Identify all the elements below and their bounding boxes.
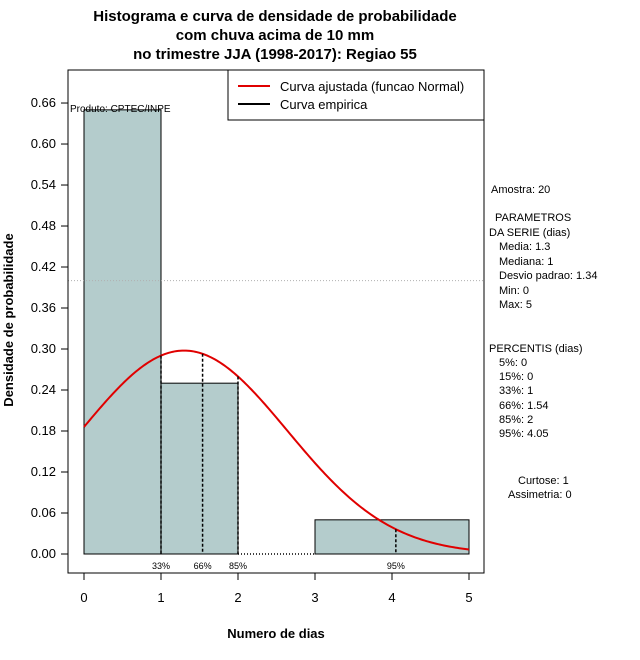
y-axis-title: Densidade de probabilidade	[1, 233, 16, 406]
y-tick-label: 0.54	[31, 177, 56, 192]
histogram-bars	[83, 109, 470, 555]
percentile-label: 33%	[152, 561, 170, 571]
y-tick-label: 0.48	[31, 218, 56, 233]
info-desvio: Desvio padrao: 1.34	[499, 270, 597, 282]
y-tick-label: 0.42	[31, 259, 56, 274]
fitted-normal-curve	[83, 349, 470, 551]
info-panel: Amostra: 20 PARAMETROS DA SERIE (dias) M…	[489, 184, 597, 501]
info-min: Min: 0	[499, 285, 529, 297]
y-tick-label: 0.06	[31, 505, 56, 520]
info-p33: 33%: 1	[499, 385, 533, 397]
y-tick-label: 0.60	[31, 136, 56, 151]
x-tick-label: 5	[465, 590, 472, 605]
info-p66: 66%: 1.54	[499, 400, 549, 412]
y-tick-label: 0.24	[31, 382, 56, 397]
chart-title-line-1: Histograma e curva de densidade de proba…	[93, 8, 456, 25]
legend-fitted-label: Curva ajustada (funcao Normal)	[280, 79, 464, 94]
info-p95: 95%: 4.05	[499, 428, 549, 440]
info-params-title-2: DA SERIE (dias)	[489, 227, 570, 239]
x-axis: 0 1 2 3 4 5	[80, 573, 473, 605]
histogram-bar	[83, 109, 162, 555]
chart-title-line-2: com chuva acima de 10 mm	[176, 27, 374, 44]
x-tick-label: 0	[80, 590, 87, 605]
y-tick-label: 0.30	[31, 341, 56, 356]
chart-title-line-3: no trimestre JJA (1998-2017): Regiao 55	[133, 46, 417, 63]
y-tick-label: 0.00	[31, 546, 56, 561]
percentile-markers: 33% 66% 85% 95%	[152, 353, 405, 571]
info-percentis-title: PERCENTIS (dias)	[489, 343, 583, 355]
legend-box	[227, 69, 485, 121]
x-tick-label: 2	[234, 590, 241, 605]
y-axis: 0.00 0.06 0.12 0.18 0.24 0.30 0.36 0.42 0.48 0.54…	[31, 95, 68, 561]
info-p5: 5%: 0	[499, 357, 527, 369]
x-tick-label: 4	[388, 590, 395, 605]
legend: Curva ajustada (funcao Normal) Curva emp…	[227, 69, 485, 121]
info-p15: 15%: 0	[499, 371, 533, 383]
info-mediana: Mediana: 1	[499, 256, 553, 268]
percentile-label: 66%	[194, 561, 212, 571]
info-media: Media: 1.3	[499, 241, 550, 253]
percentile-label: 85%	[229, 561, 247, 571]
histogram-bar	[314, 519, 470, 555]
x-tick-label: 1	[157, 590, 164, 605]
fitted-curve-path	[83, 349, 470, 551]
x-tick-label: 3	[311, 590, 318, 605]
info-p85: 85%: 2	[499, 414, 533, 426]
percentile-label: 95%	[387, 561, 405, 571]
info-params-title-1: PARAMETROS	[495, 212, 571, 224]
histogram-bar	[160, 382, 239, 555]
legend-empirical-label: Curva empirica	[280, 97, 368, 112]
y-tick-label: 0.36	[31, 300, 56, 315]
info-curtose: Curtose: 1	[518, 475, 569, 487]
x-axis-title: Numero de dias	[227, 626, 325, 641]
credit-text: Produto: CPTEC/INPE	[70, 104, 171, 115]
info-assimetria: Assimetria: 0	[508, 489, 572, 501]
info-sample: Amostra: 20	[491, 184, 550, 196]
y-tick-label: 0.18	[31, 423, 56, 438]
y-tick-label: 0.66	[31, 95, 56, 110]
y-tick-label: 0.12	[31, 464, 56, 479]
info-max: Max: 5	[499, 299, 532, 311]
